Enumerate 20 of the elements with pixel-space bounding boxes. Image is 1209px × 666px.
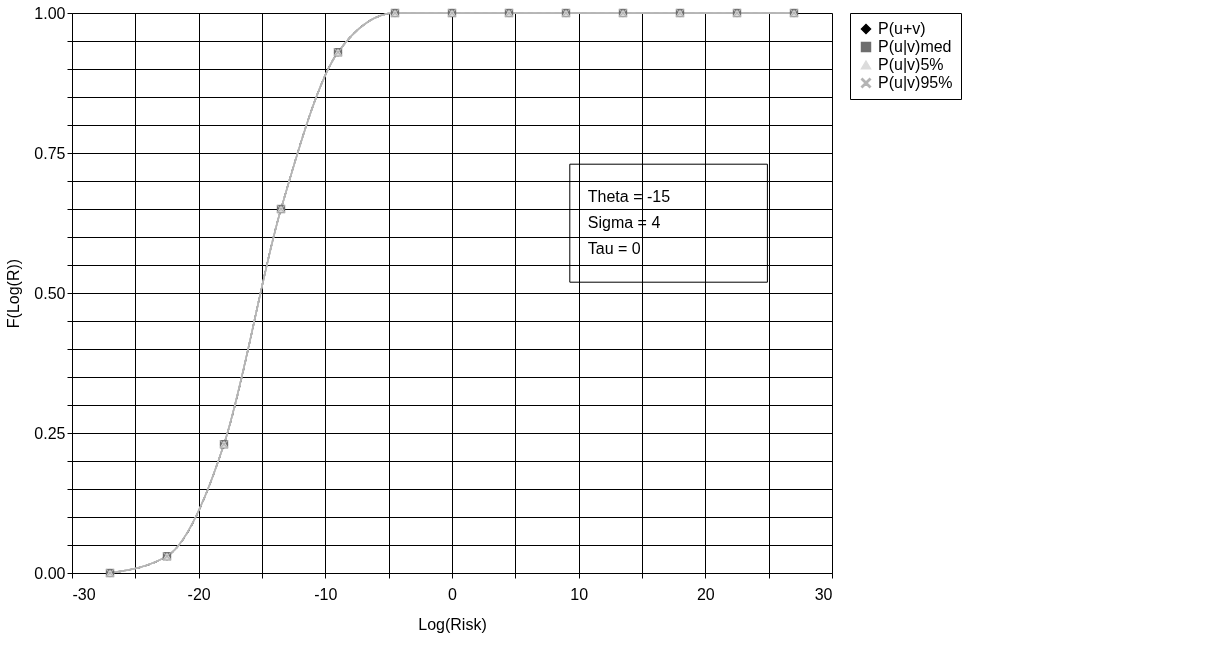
y-tick-label: 0.25 — [34, 424, 66, 442]
y-tick-label: 0.50 — [34, 284, 66, 302]
annotation: Tau = 0 — [587, 240, 641, 258]
x-axis-title: Log(Risk) — [418, 615, 487, 633]
text: 0.00 — [34, 564, 66, 582]
x-tick-label: 20 — [696, 585, 715, 603]
legend-label: P(u|v)95% — [878, 74, 953, 91]
x-tick-label: -20 — [187, 585, 211, 603]
x-tick-label: 0 — [448, 585, 458, 603]
x-tick-label: 30 — [814, 585, 833, 603]
y-tick-label: 1.00 — [34, 4, 66, 22]
legend-label: P(u|v)med — [878, 38, 952, 55]
y-axis-title: F(Log(R)) — [5, 258, 23, 329]
x-tick-label: -30 — [72, 585, 96, 603]
y-tick-label: 0.75 — [34, 144, 66, 162]
annotation: Theta = -15 — [587, 188, 671, 206]
legend-label: P(u+v) — [878, 20, 926, 37]
legend-label: P(u|v)5% — [878, 56, 944, 73]
x-tick-label: 10 — [570, 585, 589, 603]
x-tick-label: -10 — [314, 585, 338, 603]
